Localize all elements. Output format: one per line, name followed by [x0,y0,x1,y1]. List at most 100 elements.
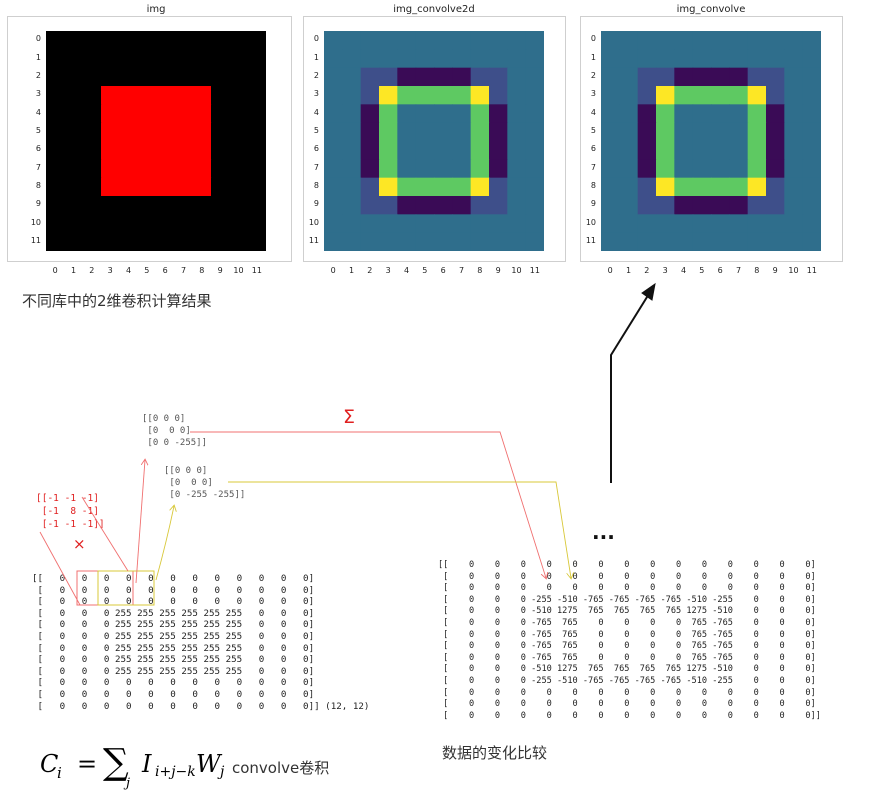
x-tick-label: 7 [735,266,742,275]
pixel-cell [119,214,139,234]
pixel-cell [324,104,343,124]
red-window-box [76,570,134,606]
pixel-cell [379,122,398,142]
pixel-cell [82,86,102,105]
pixel-cell [656,122,675,142]
pixel-cell [434,104,453,124]
pixel-cell [637,122,657,142]
pixel-cell [156,141,175,160]
y-tick-label: 6 [35,144,41,154]
formula-term1-sub: i+j−k [155,764,196,780]
pixel-cell [434,49,453,69]
pixel-cell [324,67,343,87]
y-tick-label: 0 [35,34,41,44]
pixel-cell [119,122,139,142]
x-tick-label: 9 [495,266,501,275]
pixel-cell [137,196,157,215]
y-tick-label: 8 [313,180,319,190]
pixel-cell [247,232,266,251]
pixel-cell [156,49,175,69]
pixel-cell [711,159,730,179]
pixel-cell [637,214,657,234]
y-tick-label: 0 [313,34,319,44]
pixel-cell [711,232,730,251]
pixel-cell [729,159,749,179]
patch1-matrix-label: [[0 0 0] [0 0 0] [0 0 -255]] [142,414,208,448]
pixel-cell [802,141,821,160]
pixel-cell [470,49,490,69]
pixel-cell [656,214,675,234]
pixel-cell [342,104,362,124]
pixel-cell [324,196,343,215]
pixel-cell [766,141,785,160]
pixel-cell [802,159,821,179]
pixel-cell [766,31,785,50]
formula-sum: ∑ [103,742,129,783]
pixel-cell [247,177,266,197]
pixel-cell [802,31,821,50]
pixel-cell [211,31,230,50]
pixel-cell [525,159,544,179]
pixel-cell [342,67,362,87]
pixel-cell [674,159,694,179]
pixel-cell [525,31,544,50]
pixel-cell [64,86,84,105]
pixel-cell [192,214,212,234]
pixel-cell [784,86,804,105]
pixel-cell [674,214,694,234]
pixel-cell [360,214,380,234]
multiply-symbol: × [73,535,86,553]
pixel-cell [156,196,175,215]
pixel-cell [119,104,139,124]
pixel-cell [119,31,139,50]
pixel-cell [324,177,343,197]
pixel-cell [525,49,544,69]
pixel-cell [729,122,749,142]
pixel-cell [766,86,785,105]
pixel-cell [637,159,657,179]
pixel-cell [137,49,157,69]
pixel-cell [397,49,417,69]
pixel-cell [119,232,139,251]
x-tick-label: 8 [477,266,483,275]
pixel-cell [452,122,472,142]
pixel-cell [360,141,380,160]
pixel-cell [211,196,230,215]
pixel-cell [747,177,767,197]
pixel-cell [434,159,453,179]
pixel-cell [397,67,417,87]
pixel-cell [747,104,767,124]
pixel-cell [379,196,398,215]
pixel-cell [137,141,157,160]
pixel-cell [692,67,712,87]
pixel-cell [397,159,417,179]
pixel-cell [379,104,398,124]
y-tick-label: 11 [585,235,596,245]
pixel-cell [507,159,527,179]
pixel-cell [397,177,417,197]
pixel-cell [360,104,380,124]
pixel-cell [434,196,453,215]
pixel-cell [192,31,212,50]
pixel-cell [82,196,102,215]
pixel-cell [674,49,694,69]
y-tick-label: 3 [35,89,41,99]
pixel-cell [674,31,694,50]
x-tick-label: 0 [607,266,613,275]
pixel-cell [601,159,620,179]
y-tick-label: 0 [590,34,596,44]
pixel-cell [525,122,544,142]
x-tick-label: 7 [180,266,187,275]
pixel-cell [379,177,398,197]
y-tick-label: 5 [35,125,41,135]
pixel-cell [119,159,139,179]
pixel-cell [379,49,398,69]
pixel-cell [101,49,120,69]
ellipsis: ... [592,520,615,544]
pixel-cell [247,104,266,124]
pixel-cell [711,86,730,105]
pixel-cell [174,86,194,105]
pixel-cell [156,67,175,87]
y-tick-label: 10 [308,217,319,227]
pixel-cell [637,67,657,87]
